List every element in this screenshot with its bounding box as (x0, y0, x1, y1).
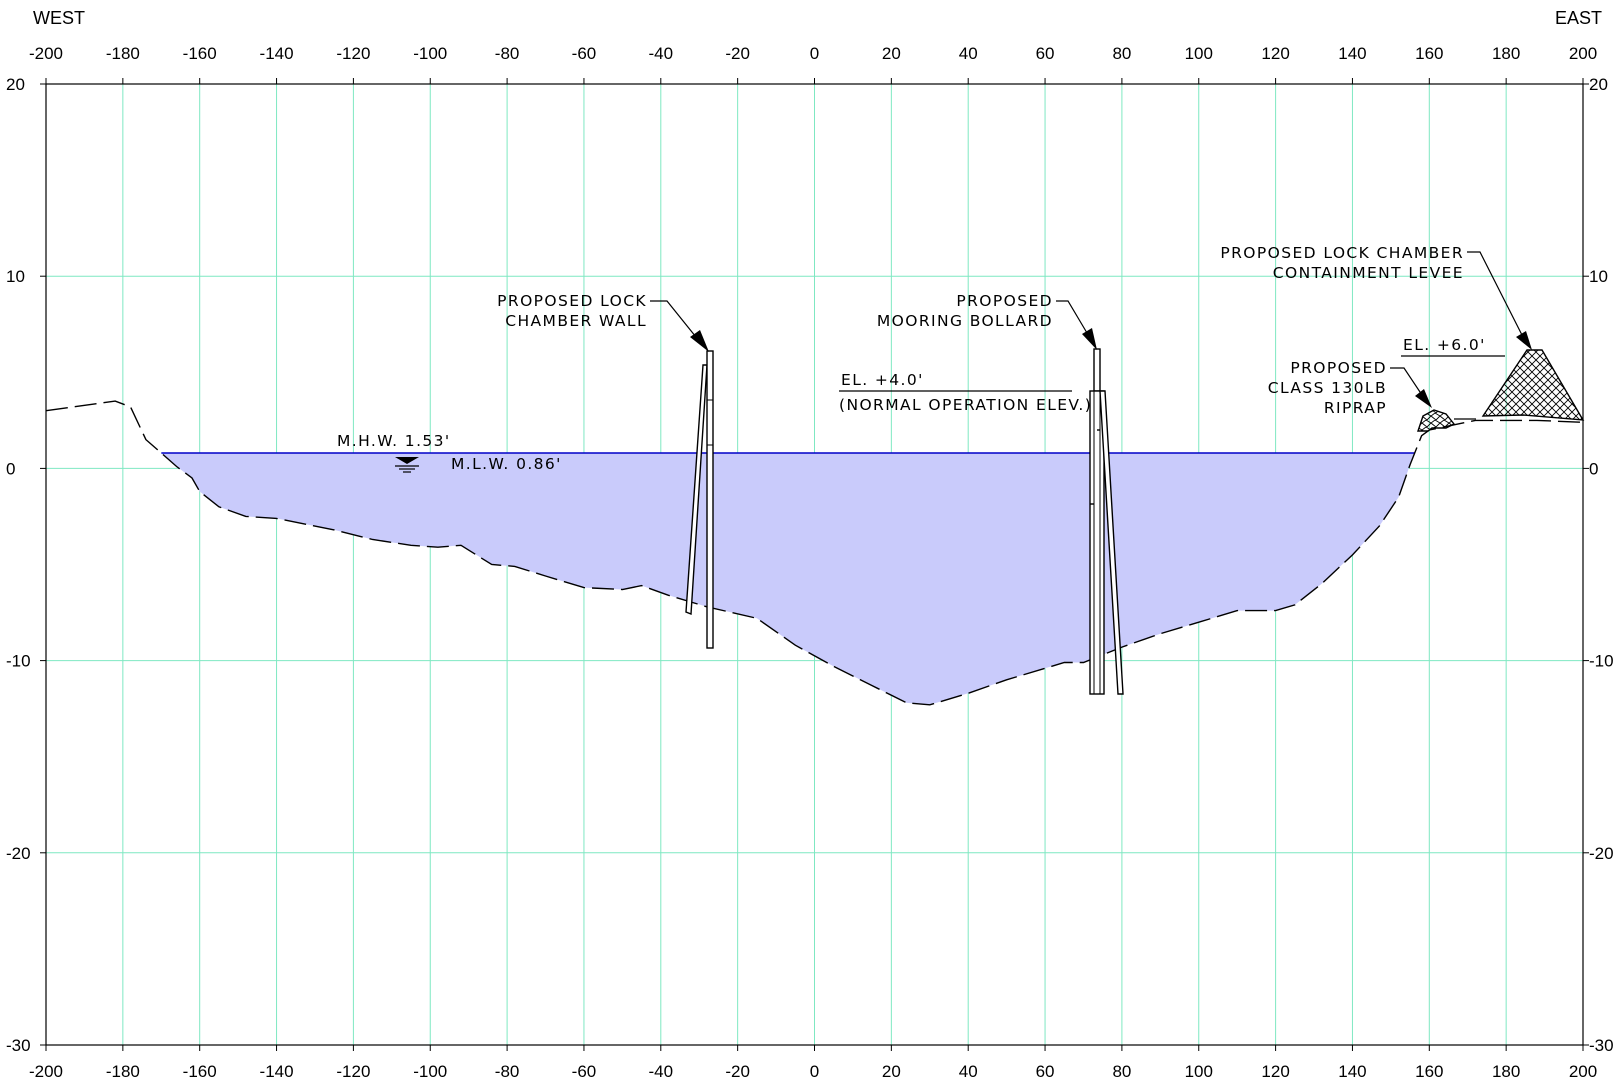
y-tick-label-left: 0 (6, 459, 15, 478)
x-tick-label-top: 120 (1261, 44, 1289, 63)
containment-levee (1481, 349, 1585, 421)
x-tick-label-bottom: 60 (1036, 1062, 1055, 1081)
normal-operation-note: (NORMAL OPERATION ELEV.) (839, 396, 1092, 414)
lock-wall-label-line1: PROPOSED LOCK (497, 292, 647, 310)
x-tick-label-top: 20 (882, 44, 901, 63)
existing-ground-profile (45, 400, 1584, 706)
y-tick-label-right: 10 (1589, 267, 1608, 286)
west-label: WEST (33, 8, 85, 28)
x-tick-label-bottom: -140 (260, 1062, 294, 1081)
riprap-label-line2: CLASS 130LB (1268, 379, 1387, 397)
y-tick-label-left: -10 (6, 652, 31, 671)
x-tick-label-bottom: 180 (1492, 1062, 1520, 1081)
x-tick-label-bottom: 200 (1569, 1062, 1597, 1081)
axis-tick-labels: -200-200-180-180-160-160-140-140-120-120… (6, 44, 1614, 1081)
levee-label-line1: PROPOSED LOCK CHAMBER (1220, 244, 1464, 262)
x-tick-label-top: -40 (649, 44, 674, 63)
x-tick-label-bottom: 100 (1185, 1062, 1213, 1081)
bollard-leader (1056, 300, 1091, 339)
x-tick-label-bottom: 120 (1261, 1062, 1289, 1081)
bollard-label-line1: PROPOSED (956, 292, 1053, 310)
x-tick-label-top: -20 (725, 44, 750, 63)
levee-label-line2: CONTAINMENT LEVEE (1273, 264, 1464, 282)
x-tick-label-top: -200 (29, 44, 63, 63)
mhw-label: M.H.W. 1.53' (337, 432, 451, 450)
levee-leader (1467, 251, 1525, 340)
levee-arrow-icon (1516, 331, 1532, 350)
water-body (161, 453, 1415, 705)
x-tick-label-top: 160 (1415, 44, 1443, 63)
mlw-label: M.L.W. 0.86' (451, 455, 562, 473)
x-tick-label-top: 0 (810, 44, 819, 63)
y-tick-label-right: 20 (1589, 75, 1608, 94)
y-tick-label-left: 20 (6, 75, 25, 94)
x-tick-label-top: -180 (106, 44, 140, 63)
x-tick-label-top: -160 (183, 44, 217, 63)
riprap (1417, 409, 1456, 432)
riprap-label-line3: RIPRAP (1324, 399, 1387, 417)
x-tick-label-bottom: -200 (29, 1062, 63, 1081)
x-tick-label-top: 80 (1112, 44, 1131, 63)
y-tick-label-left: -20 (6, 844, 31, 863)
lock-wall-leader (650, 300, 701, 343)
x-tick-label-bottom: -60 (572, 1062, 597, 1081)
x-tick-label-top: 180 (1492, 44, 1520, 63)
x-tick-label-top: 200 (1569, 44, 1597, 63)
riprap-label-line1: PROPOSED (1290, 359, 1387, 377)
levee-el-label: EL. +6.0' (1403, 336, 1486, 354)
x-tick-label-top: -100 (413, 44, 447, 63)
x-tick-label-bottom: -20 (725, 1062, 750, 1081)
x-tick-label-top: 140 (1338, 44, 1366, 63)
bollard-label-line2: MOORING BOLLARD (877, 312, 1053, 330)
x-tick-label-bottom: -100 (413, 1062, 447, 1081)
y-tick-label-right: -10 (1589, 652, 1614, 671)
x-tick-label-bottom: 140 (1338, 1062, 1366, 1081)
mooring-bollard (1089, 348, 1124, 695)
lock-chamber-wall (685, 350, 714, 649)
x-tick-label-bottom: 160 (1415, 1062, 1443, 1081)
lock-wall-label-line2: CHAMBER WALL (505, 312, 647, 330)
normal-operation-el-label: EL. +4.0' (841, 371, 924, 389)
x-tick-label-top: -140 (260, 44, 294, 63)
riprap-leader (1390, 367, 1425, 399)
y-tick-label-left: -30 (6, 1036, 31, 1055)
x-tick-label-top: 60 (1036, 44, 1055, 63)
y-tick-label-right: -20 (1589, 844, 1614, 863)
x-tick-label-bottom: -160 (183, 1062, 217, 1081)
y-tick-label-right: 0 (1589, 459, 1598, 478)
x-tick-label-top: -80 (495, 44, 520, 63)
x-tick-label-bottom: -180 (106, 1062, 140, 1081)
x-tick-label-top: -60 (572, 44, 597, 63)
y-tick-label-right: -30 (1589, 1036, 1614, 1055)
east-label: EAST (1555, 8, 1602, 28)
x-tick-label-top: 100 (1185, 44, 1213, 63)
x-tick-label-bottom: -40 (649, 1062, 674, 1081)
plot-frame (45, 83, 1584, 1046)
x-tick-label-bottom: 40 (959, 1062, 978, 1081)
x-tick-label-bottom: 0 (810, 1062, 819, 1081)
x-tick-label-bottom: 80 (1112, 1062, 1131, 1081)
tide-marker-icon (395, 457, 419, 473)
x-tick-label-top: 40 (959, 44, 978, 63)
riprap-arrow-icon (1415, 389, 1432, 408)
y-tick-label-left: 10 (6, 267, 25, 286)
x-tick-label-bottom: -120 (336, 1062, 370, 1081)
x-tick-label-top: -120 (336, 44, 370, 63)
x-tick-label-bottom: -80 (495, 1062, 520, 1081)
bollard-arrow-icon (1082, 328, 1097, 350)
lock-wall-arrow-icon (690, 330, 709, 352)
x-tick-label-bottom: 20 (882, 1062, 901, 1081)
